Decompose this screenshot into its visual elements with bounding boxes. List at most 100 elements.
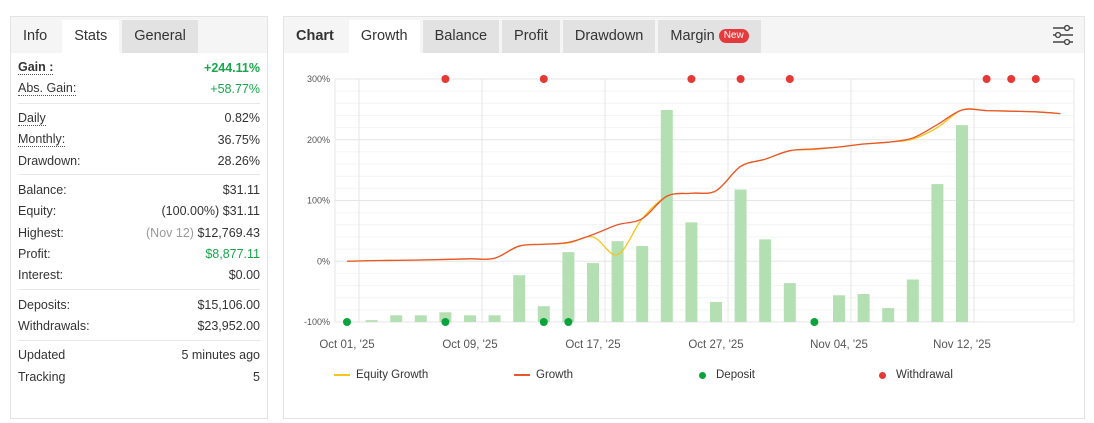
monthly-row: Monthly: 36.75% <box>18 129 260 150</box>
bar <box>710 301 722 322</box>
tab-drawdown[interactable]: Drawdown <box>562 20 656 53</box>
tab-chart: Chart <box>296 28 334 44</box>
deposits-value: $15,106.00 <box>197 297 260 312</box>
y-tick-label: 200% <box>307 135 330 145</box>
y-tick-label: -100% <box>304 317 330 327</box>
left-tabs: Info Stats General <box>11 17 267 53</box>
tab-growth[interactable]: Growth <box>348 20 420 53</box>
balance-value: $31.11 <box>222 183 260 198</box>
x-tick-label: Nov 04, '25 <box>810 339 868 351</box>
bar <box>833 295 845 322</box>
bar <box>882 308 895 322</box>
tab-profit[interactable]: Profit <box>502 20 560 53</box>
deposit-marker <box>810 318 819 326</box>
highest-date: (Nov 12) <box>146 225 194 240</box>
tab-balance[interactable]: Balance <box>422 20 500 53</box>
bar <box>906 279 919 322</box>
legend-withdrawal-label: Withdrawal <box>896 369 953 381</box>
equity-row: Equity: (100.00%) $31.11 <box>18 201 260 222</box>
bar <box>759 239 772 322</box>
deposit-marker <box>441 318 450 326</box>
equity-growth-line <box>346 108 1061 262</box>
legend-growth[interactable]: Growth <box>514 369 573 381</box>
bar <box>439 312 452 322</box>
legend-deposit-label: Deposit <box>716 369 755 381</box>
balance-row: Balance: $31.11 <box>18 179 260 200</box>
sliders-icon[interactable] <box>1052 24 1074 46</box>
legend-equity[interactable]: Equity Growth <box>334 369 428 381</box>
x-tick-label: Oct 01, '25 <box>319 339 374 351</box>
updated-row: Updated 5 minutes ago <box>18 345 260 366</box>
drawdown-row: Drawdown: 28.26% <box>18 150 260 171</box>
new-badge: New <box>718 29 749 43</box>
bar <box>734 189 747 322</box>
abs-gain-value: +58.77% <box>210 81 260 96</box>
y-tick-label: 300% <box>307 74 330 84</box>
deposit-marker <box>539 318 548 326</box>
growth-chart: Oct 01, '25 Oct 09, '25 Oct 17, '25 Oct 27,… <box>304 74 1075 351</box>
withdrawals-label: Withdrawals: <box>18 318 90 333</box>
tracking-label: Tracking <box>18 369 66 384</box>
monthly-value: 36.75% <box>217 132 260 147</box>
tab-general[interactable]: General <box>122 20 198 53</box>
monthly-label[interactable]: Monthly: <box>18 132 66 148</box>
bar <box>636 246 649 322</box>
deposits-row: Deposits: $15,106.00 <box>18 294 260 315</box>
bar <box>685 222 698 322</box>
growth-line <box>346 108 1061 262</box>
bar <box>464 315 476 322</box>
bar <box>956 125 968 322</box>
updated-value: 5 minutes ago <box>181 348 260 363</box>
x-tick-label: Oct 09, '25 <box>442 339 497 351</box>
tab-margin[interactable]: Margin New <box>658 20 761 53</box>
withdrawal-marker <box>441 75 450 83</box>
abs-gain-label[interactable]: Abs. Gain: <box>18 81 77 97</box>
withdrawal-marker <box>736 75 745 83</box>
tab-margin-label: Margin <box>670 28 715 44</box>
drawdown-value: 28.26% <box>217 153 260 168</box>
equity-label: Equity: <box>18 204 57 219</box>
growth-line-swatch <box>514 374 530 376</box>
y-tick-label: 0% <box>317 256 330 266</box>
bar <box>857 294 870 322</box>
y-tick-label: 100% <box>307 196 330 206</box>
balance-label: Balance: <box>18 183 67 198</box>
bar <box>587 263 599 322</box>
x-tick-label: Oct 17, '25 <box>565 339 620 351</box>
legend-deposit[interactable]: Deposit <box>699 369 755 381</box>
withdrawal-dot-swatch <box>879 371 886 379</box>
deposit-marker <box>564 318 573 326</box>
deposit-marker <box>343 318 351 326</box>
interest-label: Interest: <box>18 268 64 283</box>
x-tick-label: Nov 12, '25 <box>933 339 991 351</box>
gain-value: +244.11% <box>204 60 260 75</box>
x-tick-label: Oct 27, '25 <box>688 339 743 351</box>
equity-pct: (100.00%) <box>161 204 220 219</box>
profit-value: $8,877.11 <box>205 247 260 262</box>
tab-info[interactable]: Info <box>23 28 48 44</box>
interest-value: $0.00 <box>228 268 260 283</box>
withdrawals-row: Withdrawals: $23,952.00 <box>18 315 260 336</box>
chart-panel: Chart Growth Balance Profit Drawdown Mar… <box>283 16 1085 419</box>
interest-row: Interest: $0.00 <box>18 265 260 286</box>
equity-line-swatch <box>334 374 350 376</box>
gain-label[interactable]: Gain : <box>18 60 54 76</box>
legend-equity-label: Equity Growth <box>356 369 429 381</box>
bar <box>390 315 403 322</box>
highest-value: $12,769.43 <box>197 225 260 240</box>
highest-row: Highest: (Nov 12) $12,769.43 <box>18 222 260 243</box>
stats-panel: Info Stats General Gain : +244.11% Abs. G… <box>10 16 268 419</box>
legend-growth-label: Growth <box>536 369 574 381</box>
tracking-row: Tracking 5 <box>18 366 260 387</box>
withdrawals-value: $23,952.00 <box>197 318 260 333</box>
equity-value: $31.11 <box>222 204 260 219</box>
withdrawal-marker <box>687 75 696 83</box>
deposits-label: Deposits: <box>18 297 71 312</box>
daily-label[interactable]: Daily <box>18 110 46 126</box>
legend-withdrawal[interactable]: Withdrawal <box>879 369 953 381</box>
drawdown-label: Drawdown: <box>18 153 81 168</box>
bar <box>513 275 526 322</box>
profit-row: Profit: $8,877.11 <box>18 243 260 264</box>
tab-stats[interactable]: Stats <box>62 20 120 53</box>
bar <box>537 306 550 322</box>
